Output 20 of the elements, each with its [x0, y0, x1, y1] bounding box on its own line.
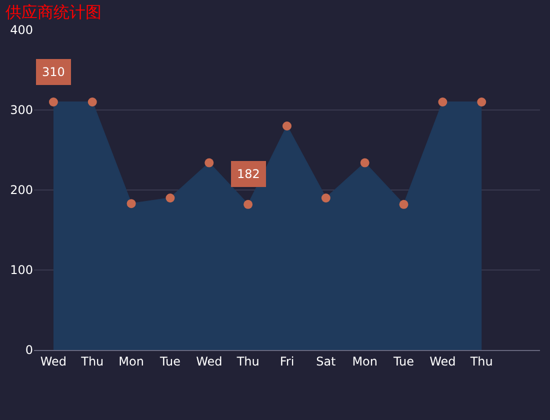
y-tick-label: 300	[10, 103, 33, 118]
x-tick-label: Wed	[196, 354, 222, 368]
x-tick-label: Fri	[280, 354, 294, 368]
y-tick-label: 0	[25, 343, 33, 358]
x-tick-label: Mon	[352, 354, 378, 368]
x-tick-label: Sat	[316, 354, 336, 368]
x-tick-label: Wed	[430, 354, 456, 368]
y-tick-label: 400	[10, 23, 33, 38]
x-tick-label: Mon	[118, 354, 144, 368]
data-label: 310	[42, 65, 65, 79]
x-tick-label: Wed	[40, 354, 67, 368]
x-tick-label: Thu	[469, 354, 493, 368]
x-tick-label: Tue	[392, 354, 414, 368]
y-tick-label: 200	[10, 183, 33, 198]
x-tick-label: Thu	[236, 354, 260, 368]
x-tick-label: Tue	[158, 354, 180, 368]
x-tick-label: Thu	[80, 354, 104, 368]
data-label: 182	[237, 167, 260, 181]
y-tick-label: 100	[10, 263, 33, 278]
chart-title: 供应商统计图	[6, 2, 102, 22]
